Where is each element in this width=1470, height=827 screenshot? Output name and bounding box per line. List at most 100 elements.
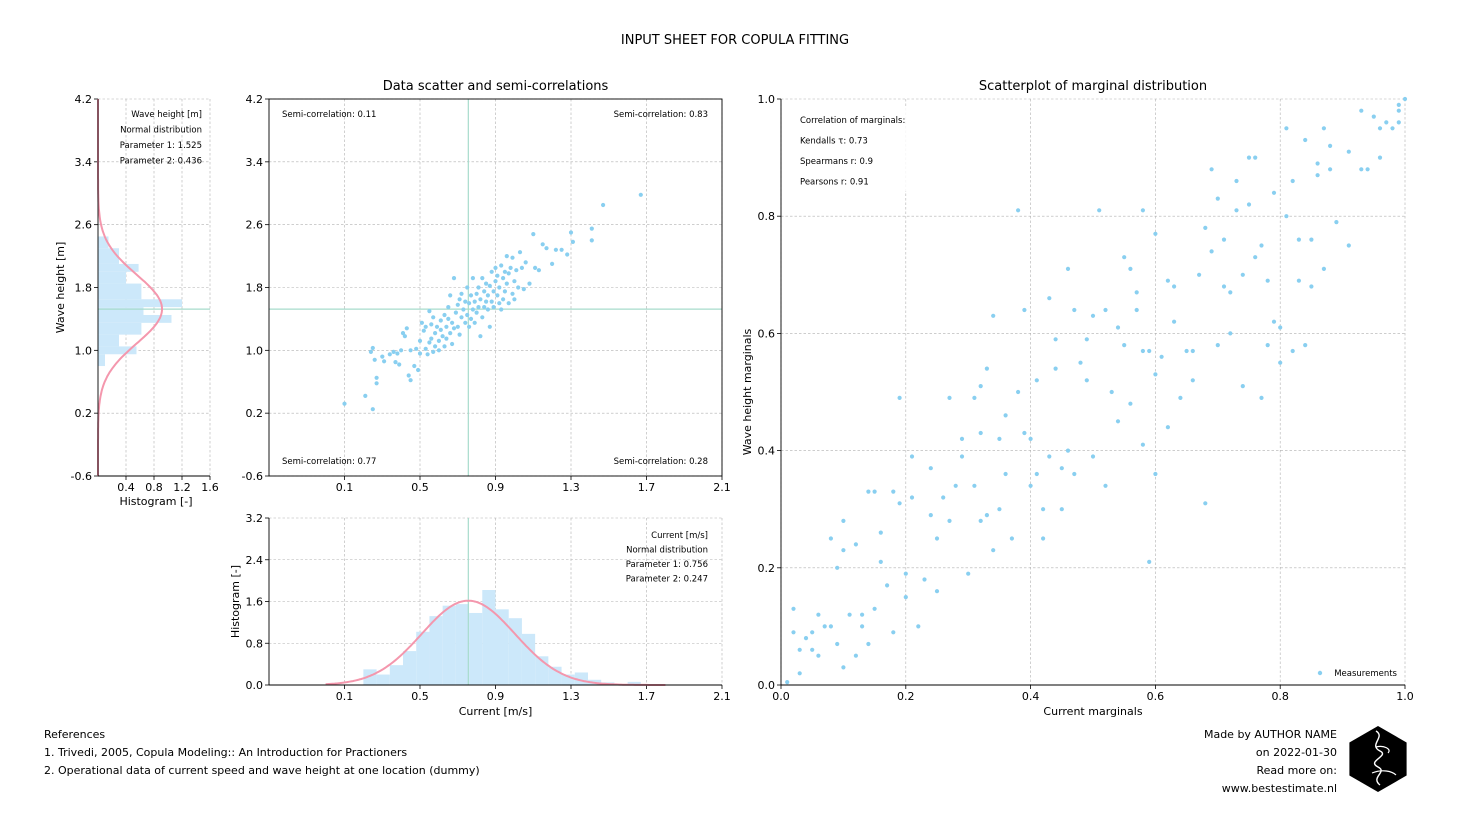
scatter-point	[467, 324, 472, 329]
semi-correlation-top-right: Semi-correlation: 0.83	[614, 110, 708, 120]
marginal-point	[934, 589, 940, 594]
scatter-point	[442, 344, 447, 349]
scatter-point	[457, 297, 462, 302]
marginal-point	[1090, 454, 1096, 459]
marginal-point	[1215, 196, 1220, 201]
scatter-point	[382, 359, 387, 364]
marginal-point	[916, 624, 921, 629]
marginal-point	[1084, 378, 1089, 383]
marginal-point	[1172, 284, 1177, 289]
current-hist-y-tick-label: 2.4	[246, 554, 264, 567]
scatter-point	[484, 281, 489, 286]
scatter-point	[519, 265, 525, 270]
scatter-point	[478, 297, 483, 302]
scatter-point	[495, 293, 500, 298]
current-hist-bar	[495, 609, 509, 685]
marginal-point	[1234, 208, 1239, 213]
marginal-point	[1240, 384, 1245, 389]
scatter-point	[523, 260, 528, 265]
marginal-point	[1265, 343, 1270, 348]
scatter-point	[374, 381, 379, 386]
scatter-point	[372, 357, 377, 362]
scatter-point	[531, 232, 536, 237]
marginal-point	[997, 507, 1002, 512]
marginal-point	[1065, 266, 1071, 271]
scatter-x-tick-label: 0.5	[411, 481, 429, 494]
scatter-point	[387, 352, 392, 357]
marginal-point	[1346, 149, 1351, 154]
marginal-y-tick-label: 0.2	[758, 562, 776, 575]
marginal-point	[953, 483, 958, 488]
scatter-point	[450, 320, 455, 325]
scatter-x-tick-label: 0.1	[336, 481, 354, 494]
scatter-point	[482, 289, 487, 294]
scatter-point	[448, 293, 453, 298]
marginal-point	[1346, 243, 1351, 248]
marginal-point	[1246, 202, 1252, 207]
current-hist-bar	[455, 604, 470, 685]
scatter-point	[468, 316, 474, 321]
marginal-point	[959, 454, 965, 459]
marginal-point	[1284, 214, 1289, 219]
scatter-point	[450, 341, 455, 347]
scatter-point	[395, 351, 400, 356]
scatter-point	[455, 302, 460, 307]
scatter-point	[540, 242, 545, 247]
marginal-point	[1396, 102, 1401, 107]
marginal-y-tick-label: 0.4	[758, 445, 776, 458]
marginal-point	[785, 680, 790, 685]
marginal-point	[1190, 348, 1195, 354]
scatter-point	[436, 338, 441, 343]
marginal-point	[1221, 237, 1227, 242]
current-hist-x-tick-label: 0.1	[336, 690, 354, 703]
marginal-point	[828, 624, 834, 629]
marginal-point	[791, 606, 796, 611]
scatter-point	[497, 301, 502, 306]
marginal-point	[1315, 161, 1320, 166]
scatter-point	[408, 348, 413, 353]
current-hist-x-tick-label: 1.7	[638, 690, 656, 703]
scatter-point	[440, 334, 445, 339]
marginal-point	[835, 565, 840, 570]
marginal-point	[1271, 190, 1277, 195]
marginal-point	[1140, 348, 1145, 354]
wave-hist-bar	[98, 346, 137, 355]
scatter-point	[506, 271, 511, 276]
current-hist-bar	[508, 618, 522, 685]
current-legend-text: Normal distribution	[626, 546, 708, 556]
marginal-point	[1097, 208, 1102, 213]
marginal-point	[1034, 471, 1039, 477]
scatter-point	[433, 344, 438, 349]
scatter-point	[433, 331, 438, 336]
scatter-point	[470, 276, 475, 281]
marginal-point	[866, 641, 871, 647]
scatter-point	[417, 351, 423, 356]
marginal-point	[909, 454, 915, 459]
author-line: Made by AUTHOR NAME	[1203, 728, 1337, 741]
wave-legend-text: Parameter 1: 1.525	[120, 141, 202, 151]
current-hist-y-tick-label: 0.0	[246, 679, 264, 692]
marginal-point	[1059, 507, 1064, 512]
marginal-x-tick-label: 0.2	[897, 690, 915, 703]
marginal-point	[1047, 454, 1052, 459]
scatter-point	[570, 239, 576, 244]
wave-hist-bar	[98, 271, 126, 284]
marginal-point	[828, 536, 834, 541]
scatter-point	[457, 332, 462, 337]
scatter-point	[423, 346, 428, 351]
marginal-point	[897, 395, 902, 400]
marginal-point	[959, 436, 965, 441]
marginal-point	[816, 612, 821, 617]
scatter-point	[589, 238, 594, 243]
wave-hist-y-tick-label: 4.2	[75, 93, 93, 106]
semi-correlation-bottom-right: Semi-correlation: 0.28	[614, 457, 708, 467]
scatter-point	[544, 246, 549, 251]
current-hist-bar	[627, 681, 641, 685]
scatter-point	[501, 297, 506, 302]
marginal-x-tick-label: 1.0	[1396, 690, 1414, 703]
website-link[interactable]: www.bestestimate.nl	[1221, 782, 1337, 795]
scatter-point	[417, 338, 423, 343]
scatter-point	[404, 326, 409, 331]
marginal-point	[1359, 167, 1364, 172]
